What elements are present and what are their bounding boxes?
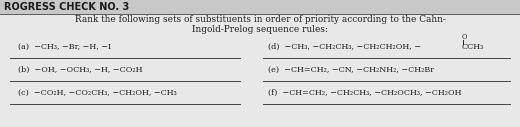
Text: (c)  −CO₂H, −CO₂CH₃, −CH₂OH, −CH₃: (c) −CO₂H, −CO₂CH₃, −CH₂OH, −CH₃: [18, 89, 177, 97]
Text: (b)  −OH, −OCH₃, −H, −CO₂H: (b) −OH, −OCH₃, −H, −CO₂H: [18, 66, 142, 74]
Text: (a)  −CH₃, −Br, −H, −I: (a) −CH₃, −Br, −H, −I: [18, 43, 111, 51]
Text: (f)  −CH=CH₂, −CH₂CH₃, −CH₂OCH₃, −CH₂OH: (f) −CH=CH₂, −CH₂CH₃, −CH₂OCH₃, −CH₂OH: [268, 89, 462, 97]
Text: (e)  −CH=CH₂, −CN, −CH₂NH₂, −CH₂Br: (e) −CH=CH₂, −CN, −CH₂NH₂, −CH₂Br: [268, 66, 434, 74]
Text: Ingold-Prelog sequence rules:: Ingold-Prelog sequence rules:: [192, 26, 328, 35]
Text: ROGRESS CHECK NO. 3: ROGRESS CHECK NO. 3: [4, 2, 129, 12]
Text: O: O: [462, 33, 467, 41]
Bar: [0, 0, 520, 14]
Text: Rank the following sets of substituents in order of priority according to the Ca: Rank the following sets of substituents …: [74, 15, 446, 25]
Text: CCH₃: CCH₃: [461, 43, 483, 51]
Text: (d)  −CH₃, −CH₂CH₃, −CH₂CH₂OH, −: (d) −CH₃, −CH₂CH₃, −CH₂CH₂OH, −: [268, 43, 421, 51]
